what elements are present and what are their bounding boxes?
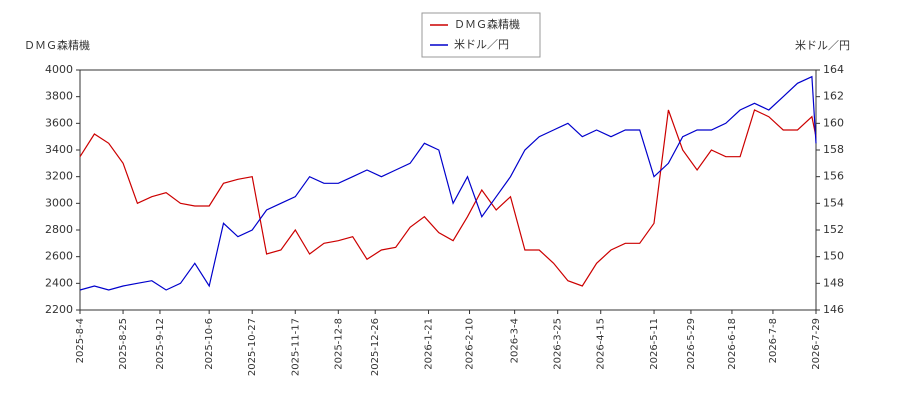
y-tick-label: 3200 — [45, 170, 73, 183]
y2-tick-label: 160 — [823, 116, 844, 129]
x-tick-label: 2025-8-25 — [118, 318, 129, 370]
y2-tick-label: 156 — [823, 170, 844, 183]
x-tick-label: 2026-3-4 — [510, 318, 521, 363]
x-tick-label: 2025-10-6 — [204, 318, 215, 370]
y-tick-label: 4000 — [45, 63, 73, 76]
y2-tick-label: 148 — [823, 276, 844, 289]
y-tick-label: 2600 — [45, 250, 73, 263]
y2-tick-label: 146 — [823, 303, 844, 316]
x-tick-label: 2026-6-18 — [727, 318, 738, 370]
plot-frame — [79, 69, 817, 311]
y-tick-label: 2400 — [45, 276, 73, 289]
y-tick-label: 2800 — [45, 223, 73, 236]
x-tick-label: 2025-8-4 — [75, 318, 86, 363]
x-tick-label: 2025-10-27 — [247, 318, 258, 376]
legend-label: ＤＭＧ森精機 — [454, 17, 520, 31]
y-tick-label: 3000 — [45, 196, 73, 209]
y2-axis-title: 米ドル／円 — [795, 39, 850, 52]
y2-tick-label: 158 — [823, 143, 844, 156]
y2-tick-label: 154 — [823, 196, 844, 209]
x-tick-label: 2026-4-15 — [596, 318, 607, 370]
legend-box — [421, 12, 541, 58]
y-tick-label: 3600 — [45, 116, 73, 129]
x-tick-label: 2026-1-21 — [424, 318, 435, 370]
y2-tick-label: 162 — [823, 90, 844, 103]
x-tick-label: 2026-2-10 — [465, 318, 476, 370]
x-tick-label: 2025-12-8 — [333, 318, 344, 370]
y-tick-label: 3800 — [45, 90, 73, 103]
x-tick-label: 2026-7-8 — [768, 318, 779, 363]
legend-label: 米ドル／円 — [454, 38, 509, 51]
y2-tick-label: 164 — [823, 63, 844, 76]
x-tick-label: 2025-11-17 — [290, 318, 301, 376]
x-tick-label: 2026-3-25 — [553, 318, 564, 370]
y2-tick-label: 150 — [823, 250, 844, 263]
y-tick-label: 2200 — [45, 303, 73, 316]
y2-tick-label: 152 — [823, 223, 844, 236]
x-tick-label: 2026-5-29 — [686, 318, 697, 370]
series-line — [79, 109, 817, 287]
x-tick-label: 2025-9-12 — [155, 318, 166, 370]
x-tick-label: 2026-7-29 — [811, 318, 822, 370]
x-tick-label: 2026-5-11 — [649, 318, 660, 370]
x-tick-label: 2025-12-26 — [370, 318, 381, 376]
series-line — [79, 75, 817, 291]
y-tick-label: 3400 — [45, 143, 73, 156]
y-axis-title: ＤＭＧ森精機 — [24, 38, 90, 52]
